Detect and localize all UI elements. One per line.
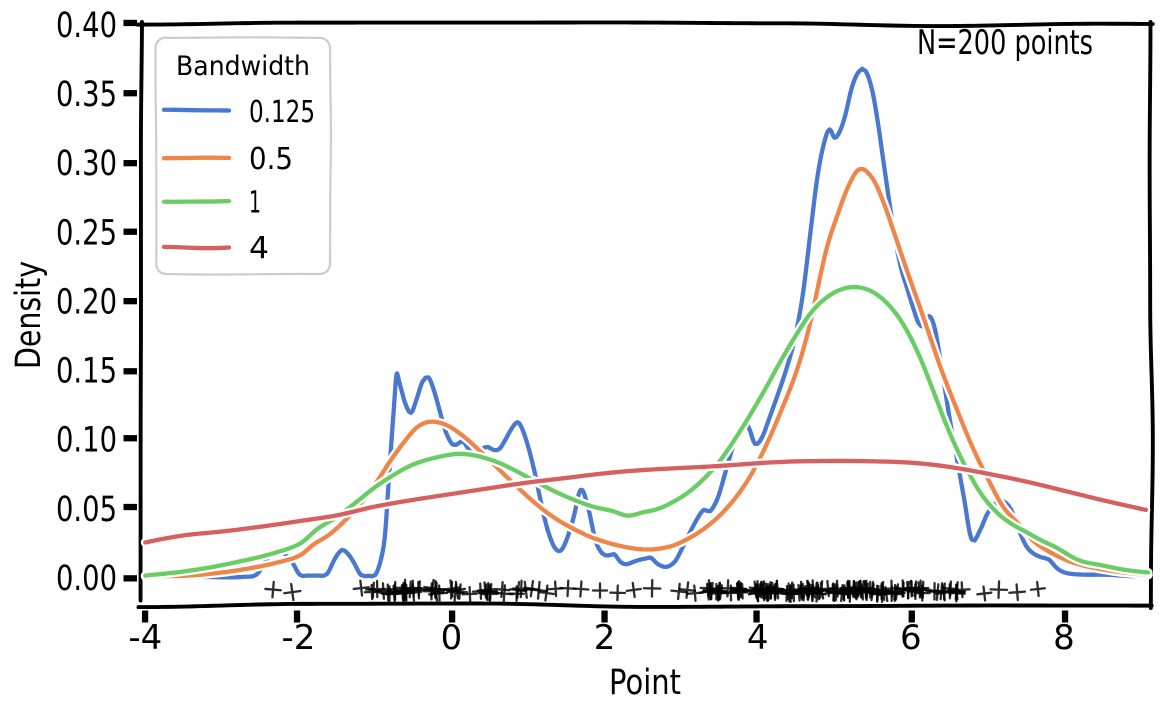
spine-right xyxy=(1147,20,1155,610)
rug-plus-mark xyxy=(1029,580,1047,598)
x-tick-label: 0 xyxy=(441,618,463,658)
y-tick-label: 0.30 xyxy=(56,144,117,184)
x-tick-label: 6 xyxy=(900,618,922,658)
rug-plus-mark xyxy=(625,581,642,599)
rug-plus-mark xyxy=(591,582,609,599)
curve-casing-1 xyxy=(140,282,1153,581)
rug-plus-mark xyxy=(989,580,1009,600)
rug-plus-mark xyxy=(427,581,446,600)
rug-plus-mark xyxy=(430,584,449,602)
y-tick-label: 0.35 xyxy=(56,75,117,115)
axes-frame xyxy=(135,20,1155,610)
legend-title: Bandwidth xyxy=(176,51,310,82)
y-tick-label: 0.25 xyxy=(56,213,117,253)
axis-labels: Point Density xyxy=(9,261,681,703)
rug-plus-mark xyxy=(913,580,933,600)
y-tick-label: 0.10 xyxy=(56,421,117,461)
rug-plus-mark xyxy=(493,581,511,599)
rug-marks xyxy=(264,578,1047,604)
rug-plus-mark xyxy=(609,584,627,602)
axis-ticks xyxy=(123,19,1069,623)
legend-label-4: 4 xyxy=(249,231,269,266)
kde-curve-bw-4 xyxy=(143,458,1149,545)
legend-line-sample-0.125 xyxy=(161,107,232,113)
legend-label-0.5: 0.5 xyxy=(249,142,293,177)
x-axis-label: Point xyxy=(609,663,681,703)
rug-plus-mark xyxy=(572,580,590,598)
rug-plus-mark xyxy=(732,581,750,599)
y-tick-label: 0.15 xyxy=(56,352,117,392)
rug-plus-mark xyxy=(678,581,697,599)
rug-plus-mark xyxy=(411,580,428,597)
legend-box xyxy=(154,36,332,276)
y-axis-label: Density xyxy=(9,261,49,369)
y-tick-label: 0.20 xyxy=(56,282,117,322)
rug-plus-mark xyxy=(447,580,467,600)
rug-plus-mark xyxy=(953,581,971,599)
sample-size-annotation: N=200 points xyxy=(917,23,1093,63)
axis-tick-labels: -4 -2 0 2 4 6 8 0.00 0.05 0.10 0.15 0.20 0.25 0.30 0.3… xyxy=(56,6,1075,658)
density-curves xyxy=(140,64,1153,582)
legend: Bandwidth 0.125 0.5 1 4 xyxy=(154,36,332,276)
rug-plus-mark xyxy=(537,584,555,602)
annotation: N=200 points xyxy=(917,23,1093,63)
rug-plus-mark xyxy=(352,579,370,597)
rug-plus-mark xyxy=(1008,583,1027,602)
rug-plus-mark xyxy=(529,580,549,600)
legend-line-sample-4 xyxy=(161,244,232,251)
rug-plus-mark xyxy=(642,579,662,598)
legend-label-1: 1 xyxy=(249,186,261,221)
legend-line-sample-1 xyxy=(161,198,232,204)
spine-top xyxy=(135,20,1155,29)
y-tick-label: 0.05 xyxy=(56,490,117,530)
x-tick-label: 4 xyxy=(747,618,769,658)
rug-plus-mark xyxy=(264,580,282,599)
rug-plus-mark xyxy=(976,585,993,602)
legend-line-sample-0.5 xyxy=(161,155,232,161)
kde-curve-bw-1 xyxy=(143,284,1151,578)
rug-plus-mark xyxy=(461,585,479,603)
rug-plus-mark xyxy=(670,582,688,601)
spine-bottom xyxy=(136,601,1154,610)
rug-plus-mark xyxy=(451,583,469,600)
legend-label-0.125: 0.125 xyxy=(249,95,315,130)
kde-curve-bw-0.5 xyxy=(143,166,1151,579)
x-tick-label: -2 xyxy=(281,618,315,658)
x-tick-label: 8 xyxy=(1053,618,1075,658)
x-tick-label: -4 xyxy=(128,618,162,658)
x-tick-label: 2 xyxy=(594,618,616,658)
y-tick-label: 0.40 xyxy=(56,6,117,46)
rug-plus-mark xyxy=(283,582,302,602)
spine-left xyxy=(138,20,144,603)
y-tick-label: 0.00 xyxy=(56,559,117,599)
